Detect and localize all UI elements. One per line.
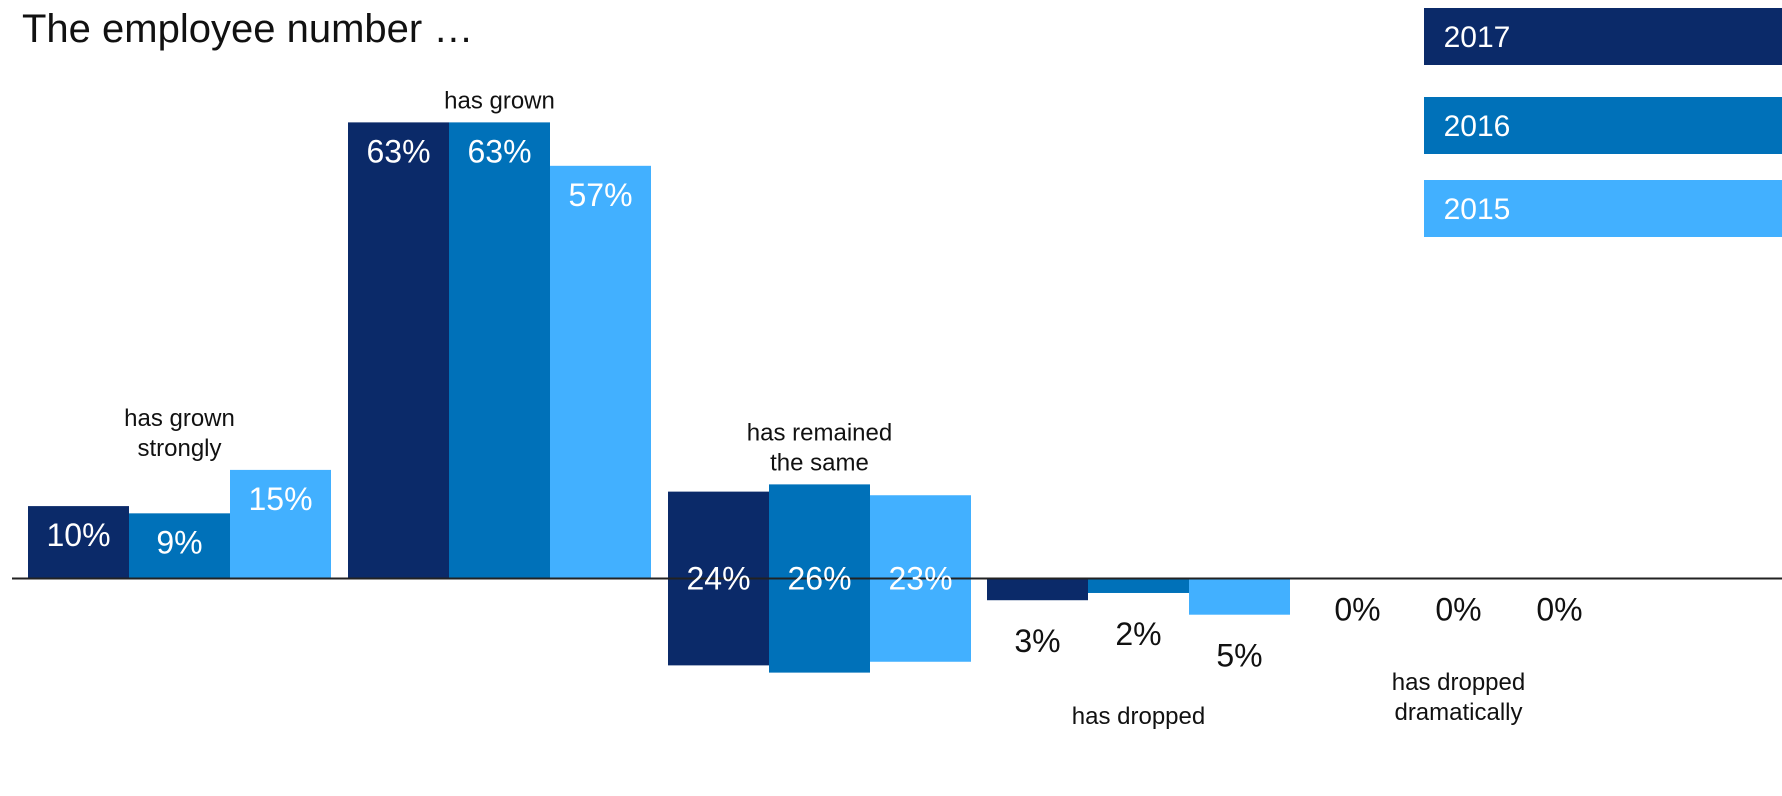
value-labels: 10% 9% 15% 63% 63% 57% 24% 26% 23% 3% 2% 5% 0% 0% 0% (46, 133, 1582, 673)
value-label-2016-5: 0% (1435, 592, 1481, 628)
value-label-2015-2: 57% (568, 177, 632, 213)
bar-2017-4 (987, 578, 1088, 601)
category-labels: has grown strongly has grown has remained th… (124, 87, 1525, 730)
legend-label-2017: 2017 (1444, 21, 1511, 54)
category-label-4: has dropped (1072, 703, 1205, 730)
value-label-2015-1: 15% (248, 481, 312, 517)
legend-label-2016: 2016 (1444, 110, 1511, 143)
value-label-2015-3: 23% (888, 561, 952, 597)
value-label-2015-4: 5% (1216, 638, 1262, 674)
chart-title: The employee number … (22, 7, 473, 51)
legend-item-2015[interactable]: 2015 (1424, 180, 1782, 237)
legend-item-2016[interactable]: 2016 (1424, 97, 1782, 154)
bar-2016-4 (1088, 578, 1189, 593)
category-label-5: has dropped dramatically (1392, 669, 1525, 726)
value-label-2017-5: 0% (1334, 592, 1380, 628)
bar-2016-2 (449, 122, 550, 579)
legend-label-2015: 2015 (1444, 193, 1511, 226)
bar-2015-1 (230, 469, 331, 579)
value-label-2015-5: 0% (1536, 592, 1582, 628)
value-label-2016-4: 2% (1115, 616, 1161, 652)
bar-2015-2 (550, 165, 651, 579)
legend[interactable]: 2017 2016 2015 (1424, 8, 1782, 237)
value-label-2017-2: 63% (366, 133, 430, 169)
legend-swatch-2016 (1424, 97, 1782, 154)
category-label-2: has grown (444, 87, 555, 114)
value-label-2016-1: 9% (156, 524, 202, 560)
legend-swatch-2017 (1424, 8, 1782, 65)
value-label-2017-4: 3% (1014, 623, 1060, 659)
legend-item-2017[interactable]: 2017 (1424, 8, 1782, 65)
bar-2015-4 (1189, 578, 1290, 615)
value-label-2017-3: 24% (686, 561, 750, 597)
category-label-1: has grown strongly (124, 405, 235, 462)
value-label-2016-2: 63% (467, 133, 531, 169)
category-label-3: has remained the same (747, 419, 892, 476)
bar-2017-2 (348, 122, 449, 579)
bar-2017-1 (28, 506, 129, 579)
legend-swatch-2015 (1424, 180, 1782, 237)
bars (28, 122, 1290, 673)
value-label-2017-1: 10% (46, 517, 110, 553)
value-label-2016-3: 26% (787, 561, 851, 597)
bar-2016-1 (129, 513, 230, 579)
